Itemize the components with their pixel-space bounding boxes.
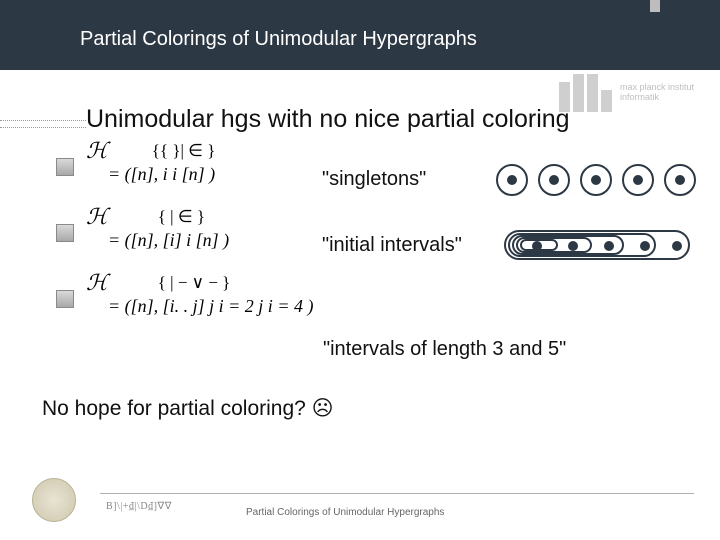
- formula-body: = ([n], [i. . j] j i = 2 j i = 4 ): [108, 296, 313, 316]
- interval-dot: [640, 241, 650, 251]
- singleton-dot: [507, 175, 517, 185]
- singleton-dot: [591, 175, 601, 185]
- formula-top: { | ∈ }: [158, 207, 205, 226]
- slide-heading: Unimodular hgs with no nice partial colo…: [86, 105, 570, 134]
- formula-singletons: ℋ {{ }| ∈ } = ([n], i i [n] ): [86, 138, 215, 185]
- interval-dot: [568, 241, 578, 251]
- label-initial-intervals: "initial intervals": [322, 234, 462, 257]
- logo-bar: [573, 74, 584, 112]
- mpi-logo: max planck institut informatik: [559, 74, 694, 112]
- formula-body: = ([n], [i] i [n] ): [108, 230, 229, 250]
- logo-bar: [601, 90, 612, 112]
- corner-decoration: [650, 0, 660, 12]
- interval-dot: [604, 241, 614, 251]
- page-title: Partial Colorings of Unimodular Hypergra…: [80, 28, 477, 51]
- formula-top: { | − ∨ − }: [158, 273, 231, 292]
- formula-top: {{ }| ∈ }: [152, 141, 216, 160]
- singleton-ring: [496, 164, 528, 196]
- footer-seal-icon: [32, 478, 76, 522]
- bullet-icon: [56, 290, 74, 308]
- footer-title: Partial Colorings of Unimodular Hypergra…: [246, 507, 444, 518]
- singleton-dot: [633, 175, 643, 185]
- formula-body: = ([n], i i [n] ): [108, 164, 215, 184]
- label-singletons: "singletons": [322, 168, 426, 191]
- footer-divider: [100, 493, 694, 494]
- formula-intervals: ℋ { | ∈ } = ([n], [i] i [n] ): [86, 204, 229, 251]
- logo-line2: informatik: [620, 93, 694, 103]
- singleton-dot: [675, 175, 685, 185]
- singleton-dot: [549, 175, 559, 185]
- script-h: ℋ: [86, 204, 108, 229]
- singleton-ring: [664, 164, 696, 196]
- footer-date: B]\|+₫|\D₫]∇∇: [106, 501, 172, 512]
- label-intervals-35: "intervals of length 3 and 5": [323, 338, 566, 361]
- title-arrow-decoration: [0, 120, 86, 128]
- diagram-initial-intervals: [504, 222, 696, 272]
- mpi-logo-text: max planck institut informatik: [620, 83, 694, 103]
- singleton-ring: [538, 164, 570, 196]
- formula-length35: ℋ { | − ∨ − } = ([n], [i. . j] j i = 2 j…: [86, 270, 313, 317]
- bullet-icon: [56, 158, 74, 176]
- no-hope-text: No hope for partial coloring? ☹: [42, 396, 334, 421]
- script-h: ℋ: [86, 270, 108, 295]
- script-h: ℋ: [86, 138, 108, 163]
- diagram-singletons: [496, 160, 696, 200]
- logo-bar: [587, 74, 598, 112]
- bullet-icon: [56, 224, 74, 242]
- singleton-ring: [622, 164, 654, 196]
- interval-dot: [672, 241, 682, 251]
- singleton-ring: [580, 164, 612, 196]
- interval-dot: [532, 241, 542, 251]
